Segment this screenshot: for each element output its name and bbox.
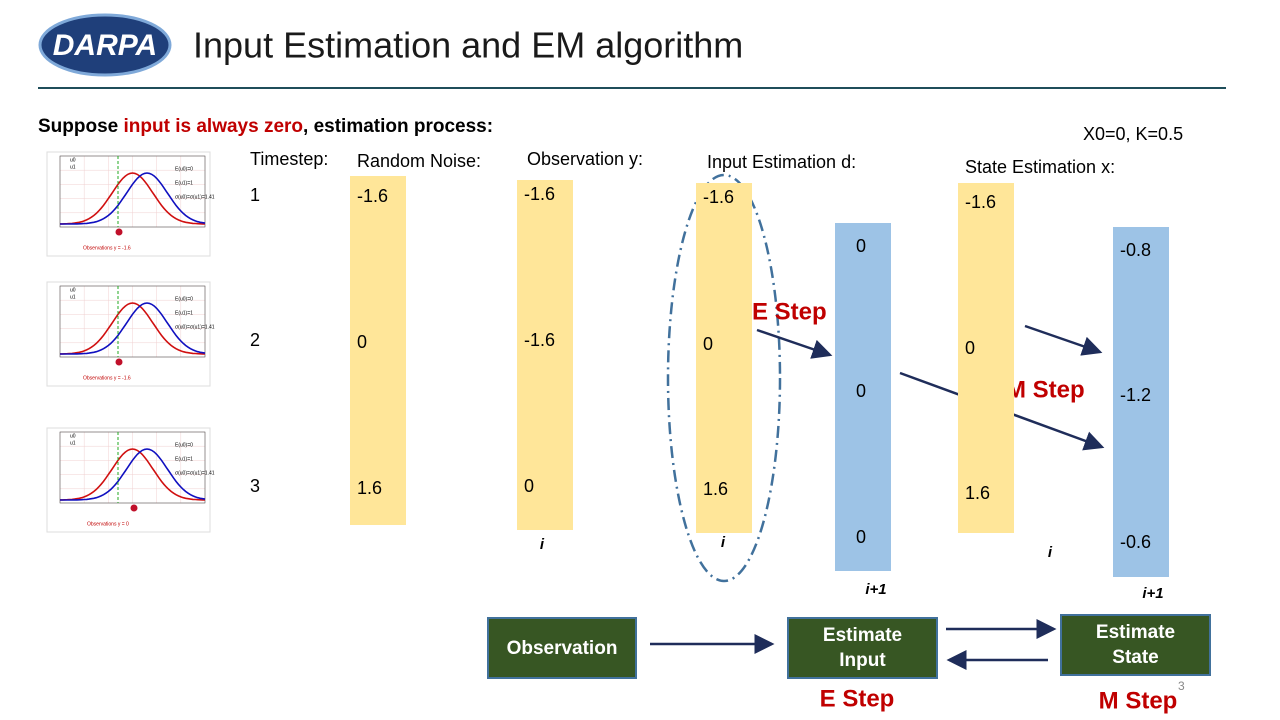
- intro: Suppose input is always zero, estimation…: [38, 116, 493, 137]
- plot-note: E(u0)=0: [175, 166, 193, 172]
- column-label: Random Noise:: [357, 151, 481, 171]
- column-value: 0: [965, 338, 975, 358]
- timestep: 2: [250, 330, 260, 350]
- plot-note: E(u0)=0: [175, 442, 193, 448]
- column-value: 0: [524, 476, 534, 496]
- plot-curve: [60, 172, 206, 225]
- estimate-column: [958, 183, 1014, 533]
- flow-node: Observation: [487, 617, 637, 679]
- plot-caption: Observations y = -1.6: [83, 245, 131, 251]
- column-value: -1.6: [965, 192, 996, 212]
- plot-observation: [115, 228, 123, 236]
- plot-note: E(u1)=1: [175, 456, 193, 462]
- column-value: -1.6: [524, 184, 555, 204]
- column-index: i+1: [1142, 585, 1163, 602]
- plot-curve: [60, 172, 205, 225]
- flow-node: Estimate State: [1060, 614, 1211, 676]
- page-number: 3: [1178, 679, 1185, 693]
- column-index: i: [721, 534, 726, 551]
- logo: DARPA: [53, 29, 157, 62]
- intro-highlight: input is always zero: [124, 116, 304, 137]
- plot-frame: [46, 427, 211, 533]
- estimate-column: [696, 183, 752, 533]
- plot-note: σ(u0)=σ(u1)=1.41: [175, 324, 215, 330]
- plot-note: E(u0)=0: [175, 296, 193, 302]
- plot-observation: [130, 504, 138, 512]
- plot-caption: Observations y = -1.6: [83, 375, 131, 381]
- estimate-column: [350, 176, 406, 525]
- plot-legend: u1: [70, 440, 76, 446]
- column-index: i: [540, 536, 545, 553]
- logo-ring: [38, 13, 172, 77]
- column-value: 0: [856, 527, 866, 547]
- plot-frame: [46, 281, 211, 387]
- column-label: Input Estimation d:: [707, 152, 856, 172]
- plot-legend: u0: [70, 157, 76, 163]
- plot-caption: Observations y = 0: [87, 521, 129, 527]
- column-value: 0: [856, 381, 866, 401]
- plot-curve: [60, 302, 206, 355]
- column-index: i+1: [865, 581, 886, 598]
- plot-axes: [59, 155, 206, 228]
- plot-legend: u1: [70, 294, 76, 300]
- plot-frame: [46, 151, 211, 257]
- intro-text: , estimation process:: [303, 116, 493, 137]
- plot-note: σ(u0)=σ(u1)=1.41: [175, 194, 215, 200]
- timestep: 1: [250, 185, 260, 205]
- parameters: X0=0, K=0.5: [1083, 124, 1183, 144]
- plot-curve: [60, 302, 205, 355]
- column-value: 0: [703, 334, 713, 354]
- plot-axes: [59, 431, 206, 504]
- e-step-annotation: E Step: [752, 298, 827, 325]
- column-label: State Estimation x:: [965, 157, 1115, 177]
- plot-curve: [60, 448, 206, 501]
- column-value: 0: [856, 236, 866, 256]
- plot-observation: [115, 358, 123, 366]
- column-value: -1.6: [703, 187, 734, 207]
- column-value: -1.6: [357, 186, 388, 206]
- arrow: [756, 328, 833, 359]
- plot-legend: u0: [70, 433, 76, 439]
- column-value: -1.2: [1120, 385, 1151, 405]
- column-value: -1.6: [524, 330, 555, 350]
- m-step-annotation: M Step: [1006, 376, 1085, 403]
- plot-curve: [60, 448, 205, 501]
- column-value: 1.6: [357, 478, 382, 498]
- logo-badge: [40, 15, 170, 75]
- plot-legend: u0: [70, 287, 76, 293]
- intro-text: Suppose: [38, 116, 124, 137]
- flow-node: Estimate Input: [787, 617, 938, 679]
- estimate-column: [835, 223, 891, 571]
- column-value: 0: [357, 332, 367, 352]
- estimate-column: [517, 180, 573, 530]
- plot-axes: [59, 285, 206, 358]
- column-value: -0.6: [1120, 532, 1151, 552]
- column-value: 1.6: [965, 483, 990, 503]
- timestep: 3: [250, 476, 260, 496]
- plot-note: E(u1)=1: [175, 180, 193, 186]
- column-value: -0.8: [1120, 240, 1151, 260]
- highlight-ellipse: [666, 173, 782, 583]
- column-index: i: [1048, 544, 1053, 561]
- flow-label: E Step: [820, 685, 895, 712]
- timestep-label: Timestep:: [250, 149, 328, 169]
- estimate-column: [1113, 227, 1169, 577]
- plot-legend: u1: [70, 164, 76, 170]
- plot-note: E(u1)=1: [175, 310, 193, 316]
- flow-label: M Step: [1099, 687, 1178, 714]
- column-label: Observation y:: [527, 149, 643, 169]
- plot-note: σ(u0)=σ(u1)=1.41: [175, 470, 215, 476]
- slide-title: Input Estimation and EM algorithm: [193, 25, 743, 66]
- arrow: [1024, 324, 1103, 356]
- column-value: 1.6: [703, 479, 728, 499]
